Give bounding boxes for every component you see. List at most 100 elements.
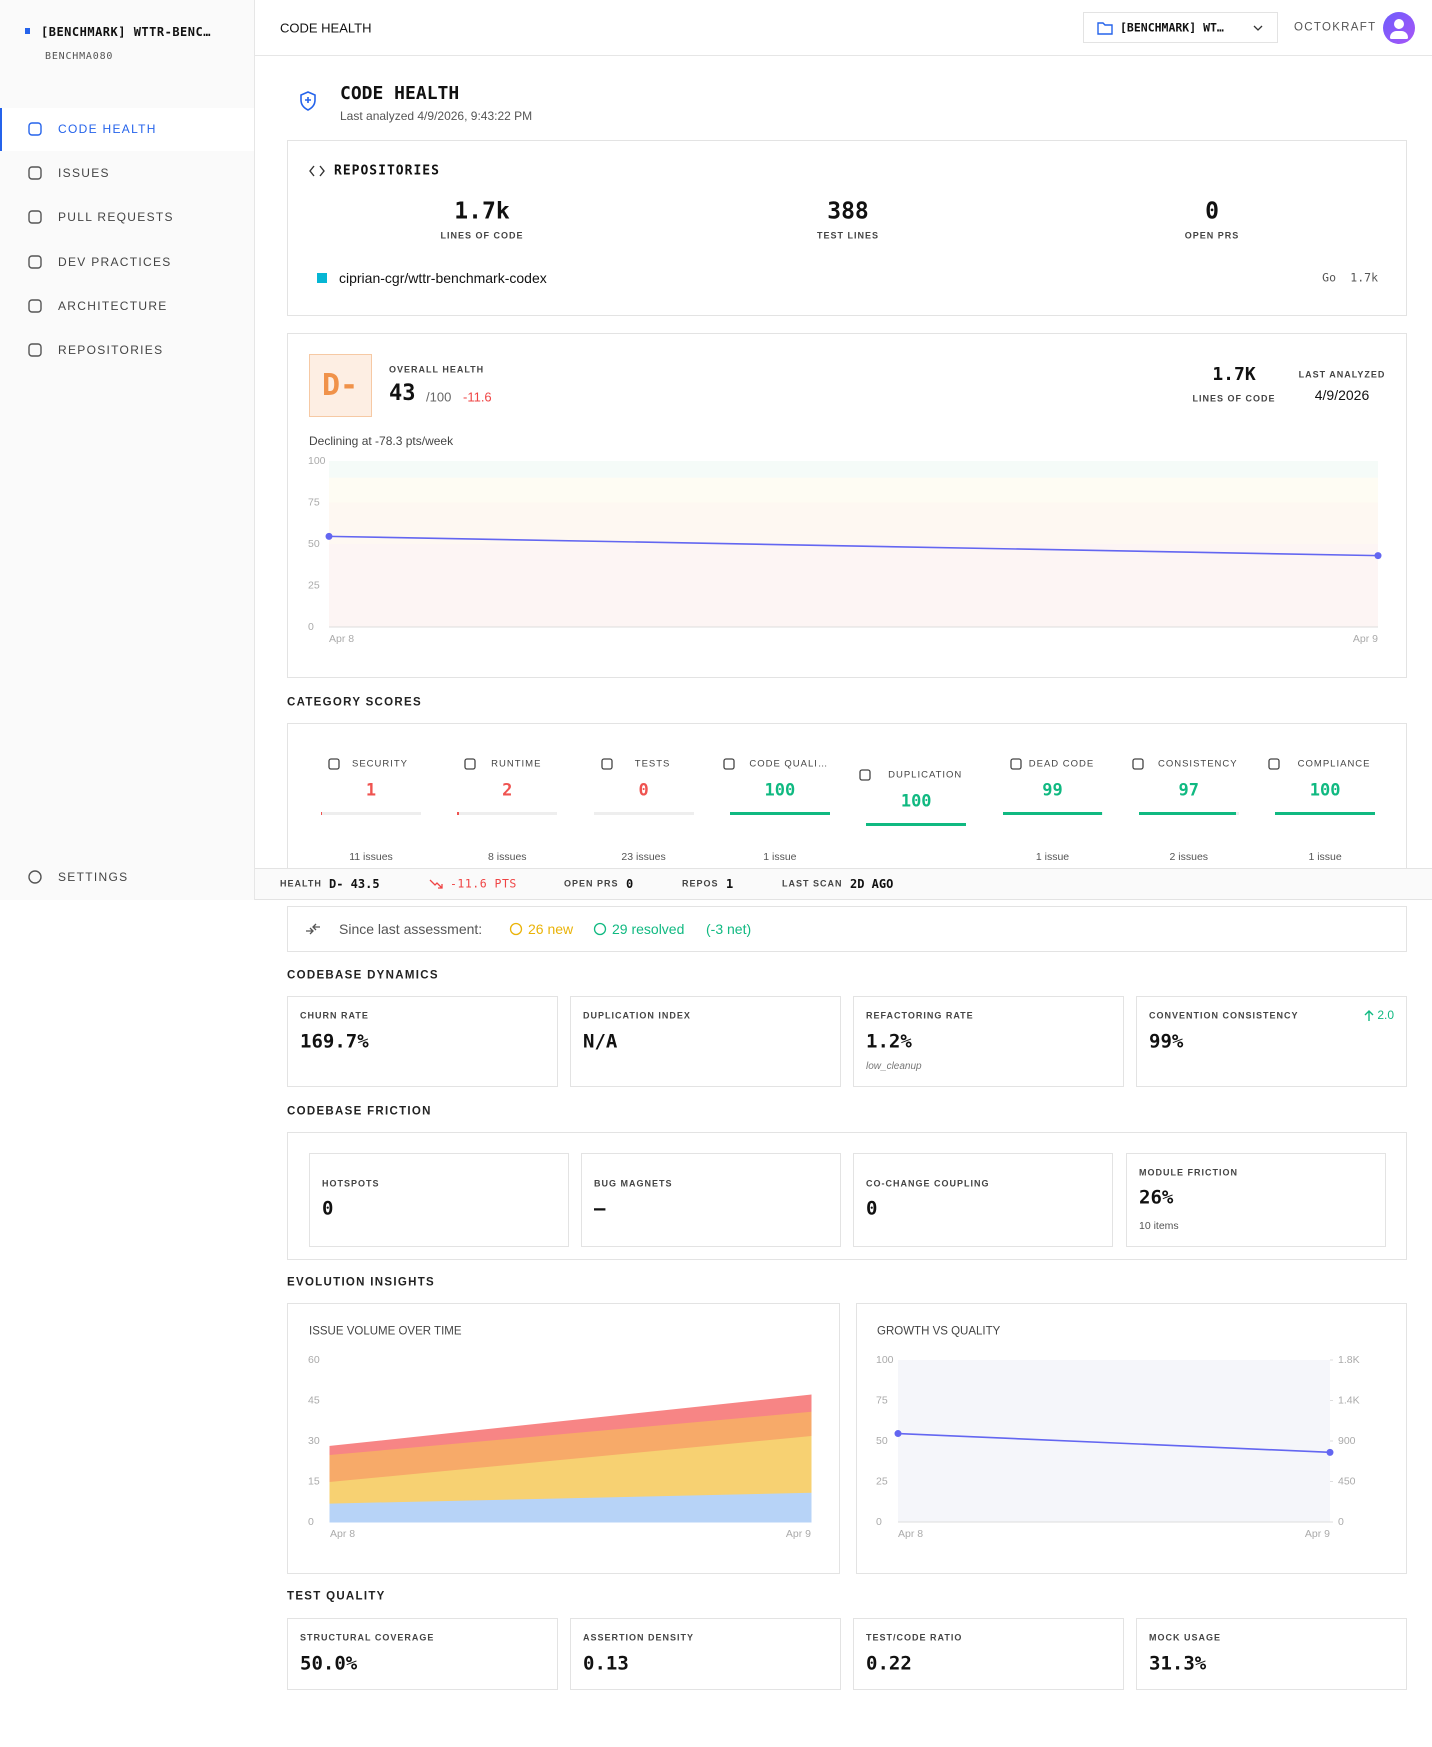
up-arrow [1364, 1010, 1374, 1021]
area [329, 1394, 812, 1456]
score-track [321, 812, 421, 815]
metric-card [853, 1618, 1124, 1690]
page-title: CODE HEALTH [340, 83, 460, 104]
y-tick-label: 0 [876, 1516, 882, 1528]
chart-title: ISSUE VOLUME OVER TIME [309, 1325, 462, 1338]
nav-icon-shape [28, 254, 42, 269]
category-issues: 23 issues [621, 850, 666, 863]
category-issues: 8 issues [488, 850, 527, 863]
threshold-band [329, 544, 1378, 627]
category-issues: 11 issues [349, 850, 393, 863]
category-issues: 2 issues [1169, 850, 1209, 863]
health-chart: 0 25 50 75 100 Apr 8 Apr 9 [308, 455, 1382, 645]
nav-item[interactable]: ISSUES [58, 166, 110, 181]
grade-box [309, 354, 372, 417]
y2-tick-label: 450 [1338, 1475, 1356, 1487]
category-card [287, 723, 1407, 883]
nav-item[interactable]: ARCHITECTURE [58, 298, 168, 313]
chevron [1253, 25, 1263, 31]
repo-name: ciprian-cgr/wttr-benchmark-codex [339, 270, 547, 286]
status-value: 2D AGO [850, 877, 894, 891]
nav-item[interactable]: SETTINGS [58, 870, 129, 884]
stat-label: TEST LINES [816, 230, 880, 241]
nav-icon [28, 210, 42, 225]
status-value: 1 [726, 877, 734, 891]
category-icon [1009, 758, 1022, 770]
nav-item[interactable]: PULL REQUESTS [58, 210, 174, 225]
x-tick-label: Apr 8 [329, 633, 354, 645]
nav-icon [28, 343, 42, 357]
y2-tick-label: 0 [1338, 1516, 1344, 1528]
category-score: 100 [764, 780, 796, 801]
y-tick-label: 75 [308, 496, 320, 508]
metric-value: 0 [322, 1197, 334, 1220]
metric-label: CONVENTION CONSISTENCY [1149, 1010, 1299, 1021]
code-icon-shape [309, 165, 325, 177]
repo-select[interactable] [1083, 12, 1278, 43]
metric-label: MOCK USAGE [1149, 1632, 1222, 1643]
y-tick-label: 25 [308, 579, 320, 591]
category-icon-shape [1268, 758, 1280, 770]
metric-card [1126, 1153, 1386, 1247]
avatar[interactable] [1383, 12, 1415, 44]
settings-icon-shape [28, 870, 42, 884]
score-bar [457, 812, 460, 815]
category-name: COMPLIANCE [1297, 758, 1371, 770]
score-bar [1275, 812, 1376, 815]
category-score: 1 [365, 780, 377, 801]
y2-tick-label: 1.4K [1338, 1394, 1360, 1406]
stat-label: LINES OF CODE [440, 230, 524, 241]
health-delta: -11.6 [463, 389, 492, 405]
trend-text: Declining at -78.3 pts/week [309, 434, 454, 448]
nav-item[interactable]: CODE HEALTH [58, 122, 157, 136]
health-score: 43 [389, 381, 416, 406]
nav-icon [28, 122, 42, 136]
chart-title: GROWTH VS QUALITY [877, 1325, 1001, 1338]
card-title: REPOSITORIES [334, 163, 440, 179]
section-title: TEST QUALITY [287, 1590, 386, 1603]
y-tick-label: 100 [876, 1354, 894, 1366]
y-tick-label: 0 [308, 1516, 314, 1528]
metric-card [287, 1618, 558, 1690]
nav-icon [28, 254, 42, 269]
metric-label: DUPLICATION INDEX [583, 1010, 691, 1021]
category-score: 100 [1309, 780, 1341, 801]
metric-note: low_cleanup [866, 1061, 922, 1072]
y-tick-label: 25 [876, 1475, 888, 1487]
shield-icon [300, 91, 316, 111]
metric-card [853, 1153, 1113, 1247]
metric-card [853, 996, 1124, 1087]
stat-label: OPEN PRS [1184, 230, 1240, 241]
category-icon-shape [723, 758, 735, 770]
threshold-band [329, 461, 1378, 478]
status-delta: -11.6 PTS [450, 876, 517, 891]
status-label: OPEN PRS [564, 878, 619, 889]
loc-label: LINES OF CODE [1192, 393, 1276, 404]
settings-icon [28, 870, 42, 884]
category-score: 2 [502, 780, 513, 801]
category-icon-shape [464, 758, 476, 770]
header-divider [255, 55, 1432, 56]
metric-value: 0.22 [866, 1652, 912, 1675]
down-arrow-shape [429, 879, 443, 889]
category-score: 99 [1042, 780, 1063, 801]
metric-value: 50.0% [300, 1652, 358, 1675]
nav-item[interactable]: DEV PRACTICES [58, 254, 172, 269]
y-tick-label: 75 [876, 1394, 888, 1406]
issue-volume-chart: 0 15 30 45 60 Apr 8 Apr 9 [308, 1354, 812, 1540]
nav-icon-shape [28, 210, 42, 225]
point [325, 532, 333, 540]
repo-loc: 1.7k [1350, 270, 1378, 285]
growth-quality-chart: 0 25 50 75 100 0 450 900 1.4K 1.8K Apr 8 Apr 9 [876, 1354, 1360, 1540]
point [1326, 1448, 1334, 1456]
assessment-new: 26 new [528, 921, 574, 937]
metric-label: CO-CHANGE COUPLING [866, 1178, 990, 1189]
category-icon-shape [328, 758, 340, 770]
up-arrow-shape [1364, 1010, 1374, 1021]
metric-value: 0.13 [583, 1652, 629, 1675]
metric-label: REFACTORING RATE [866, 1010, 974, 1021]
page-subtitle: Last analyzed 4/9/2026, 9:43:22 PM [340, 109, 533, 123]
category-icon [1268, 758, 1280, 770]
nav-item[interactable]: REPOSITORIES [58, 343, 164, 357]
metric-card [287, 996, 558, 1087]
